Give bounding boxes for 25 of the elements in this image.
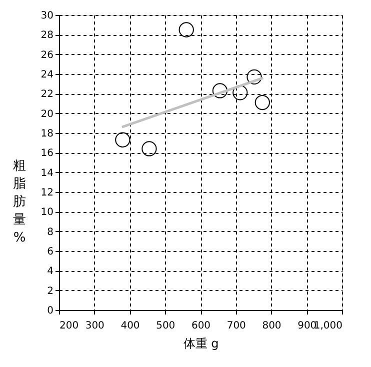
y-tick-label: 6 bbox=[47, 246, 54, 258]
x-tick-label: 200 bbox=[60, 320, 79, 332]
x-tick-label: 600 bbox=[191, 320, 211, 332]
y-tick-label: 8 bbox=[47, 226, 54, 238]
x-tick-label: 400 bbox=[120, 320, 140, 332]
x-tick-label: 300 bbox=[85, 320, 104, 332]
y-tick-label: 22 bbox=[40, 89, 54, 100]
x-axis-title: 体重 g bbox=[183, 336, 219, 350]
y-tick-label: 20 bbox=[40, 108, 54, 120]
y-tick-label: 2 bbox=[47, 286, 54, 297]
y-tick-label: 30 bbox=[40, 10, 54, 22]
y-tick-label: 12 bbox=[40, 188, 54, 198]
y-axis-title: 粗脂肪量% bbox=[13, 158, 26, 246]
y-tick-label: 24 bbox=[40, 70, 54, 80]
y-tick-label: 0 bbox=[47, 306, 54, 316]
y-tick-label: 14 bbox=[40, 168, 54, 179]
x-tick-label: 700 bbox=[226, 320, 246, 332]
x-tick-label: 800 bbox=[262, 320, 282, 332]
y-tick-label: 16 bbox=[40, 148, 54, 160]
y-tick-label: 4 bbox=[47, 266, 54, 278]
y-tick-label: 28 bbox=[40, 30, 54, 42]
y-tick-label: 18 bbox=[40, 128, 54, 140]
x-tick-label: 500 bbox=[156, 320, 176, 332]
y-tick-label: 26 bbox=[40, 50, 54, 61]
y-tick-label: 10 bbox=[40, 207, 54, 218]
